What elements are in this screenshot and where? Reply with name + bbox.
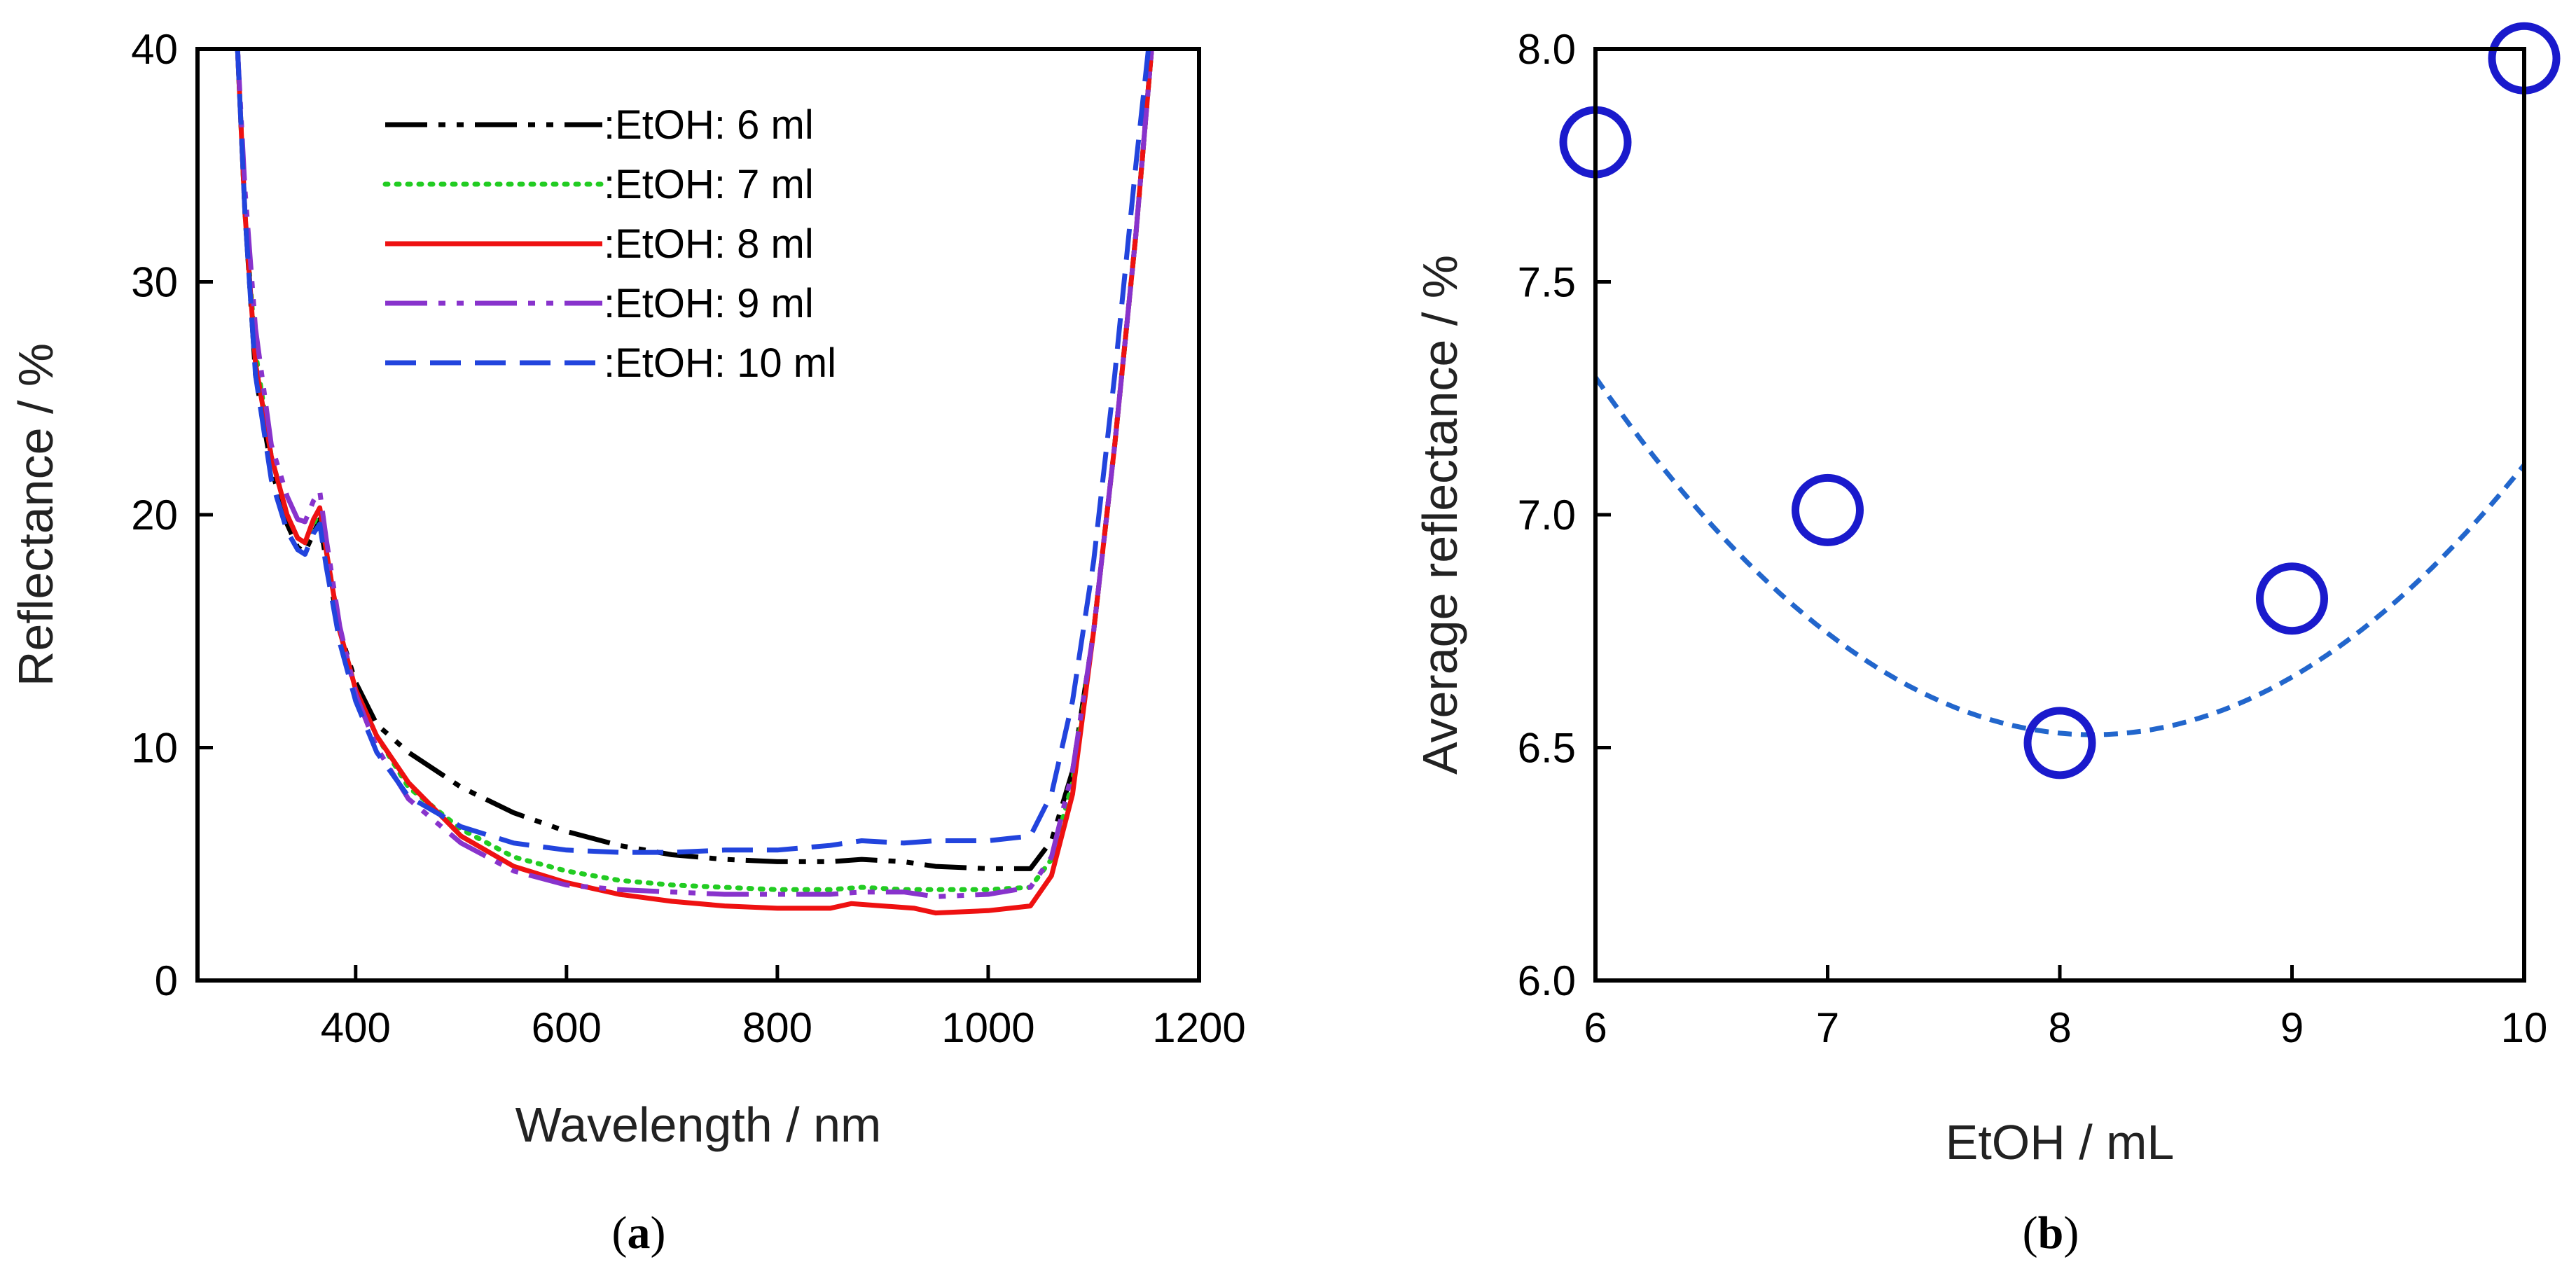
chart-b-x-tick-label: 10	[2501, 1004, 2548, 1051]
chart-a-x-tick-label: 600	[532, 1004, 602, 1051]
chart-a-series-line-4	[235, 49, 1154, 899]
chart-a: 400 600 800 1000 1200 0 10 20 30 40 Wavelength / …	[8, 26, 1246, 1152]
chart-b-y-tick-label: 7.5	[1518, 259, 1576, 306]
chart-b-y-tick-label: 8.0	[1518, 26, 1576, 73]
legend-label-3: :EtOH: 8 ml	[604, 221, 814, 267]
chart-b-fit-curve	[1593, 375, 2526, 737]
chart-a-x-tick-label: 400	[321, 1004, 391, 1051]
chart-a-series-line-5	[235, 49, 1151, 855]
chart-a-legend: :EtOH: 6 ml :EtOH: 7 ml :EtOH: 8 ml :EtOH: …	[382, 102, 836, 386]
chart-b-frame	[1593, 47, 2526, 983]
chart-b-y-axis-label: Average reflectance / %	[1413, 255, 1467, 775]
chart-a-y-tick-label: 40	[131, 26, 178, 73]
legend-label-4: :EtOH: 9 ml	[604, 281, 814, 326]
panel-label-b: (b)	[2023, 1207, 2079, 1258]
legend-label-5: :EtOH: 10 ml	[604, 340, 836, 386]
legend-label-1: :EtOH: 6 ml	[604, 102, 814, 148]
chart-a-y-tick-label: 0	[155, 957, 178, 1004]
chart-b-data-point-2	[1792, 473, 1864, 546]
chart-a-x-axis-label: Wavelength / nm	[515, 1097, 882, 1152]
chart-b-data-point-3	[2023, 707, 2096, 779]
chart-a-y-tick-label: 10	[131, 725, 178, 772]
chart-b: 6 7 8 9 10 6.0 6.5 7.0 7.5 8.0 EtOH / mL Average …	[1413, 22, 2561, 1170]
chart-b-y-tick-label: 7.0	[1518, 492, 1576, 539]
chart-a-y-tick-label: 30	[131, 259, 178, 306]
chart-a-x-tick-label: 800	[742, 1004, 812, 1051]
chart-b-data-point-4	[2256, 562, 2328, 635]
chart-b-y-tick-label: 6.5	[1518, 725, 1576, 772]
panel-label-a: (a)	[612, 1207, 666, 1258]
chart-a-series-line-3	[235, 49, 1154, 916]
chart-b-x-tick-label: 8	[2048, 1004, 2071, 1051]
chart-a-x-tick-label: 1000	[941, 1004, 1034, 1051]
chart-b-x-axis-label: EtOH / mL	[1946, 1115, 2175, 1170]
chart-b-x-tick-label: 7	[1816, 1004, 1839, 1051]
chart-b-x-tick-label: 6	[1584, 1004, 1607, 1051]
legend-label-2: :EtOH: 7 ml	[604, 162, 814, 207]
chart-a-x-tick-label: 1200	[1152, 1004, 1245, 1051]
chart-a-y-tick-label: 20	[131, 492, 178, 539]
chart-b-x-tick-label: 9	[2280, 1004, 2304, 1051]
chart-b-y-tick-label: 6.0	[1518, 957, 1576, 1004]
chart-a-y-axis-label: Reflectance / %	[8, 343, 63, 686]
